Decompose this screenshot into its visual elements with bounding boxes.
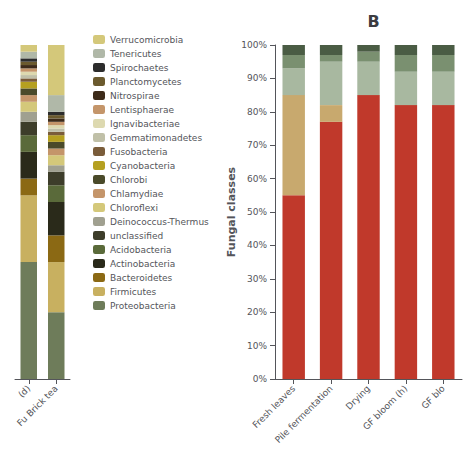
- svg-text:Chlamydiae: Chlamydiae: [110, 189, 164, 199]
- svg-text:Chloroflexi: Chloroflexi: [110, 203, 158, 213]
- svg-text:GF blo: GF blo: [419, 383, 446, 410]
- svg-text:Fresh leaves: Fresh leaves: [250, 383, 298, 430]
- svg-text:10%: 10%: [247, 341, 267, 351]
- svg-text:Ignavibacteriae: Ignavibacteriae: [110, 119, 180, 129]
- svg-text:100%: 100%: [241, 40, 267, 50]
- svg-text:Chlorobi: Chlorobi: [110, 175, 147, 185]
- svg-text:90%: 90%: [247, 73, 267, 83]
- svg-text:Bacteroidetes: Bacteroidetes: [110, 273, 173, 283]
- svg-text:Pile fermentation: Pile fermentation: [273, 383, 335, 445]
- svg-text:unclassified: unclassified: [110, 231, 163, 241]
- svg-text:Gemmatimonadetes: Gemmatimonadetes: [110, 133, 202, 143]
- svg-text:Verrucomicrobia: Verrucomicrobia: [110, 35, 183, 45]
- svg-text:Acidobacteria: Acidobacteria: [110, 245, 172, 255]
- svg-text:Actinobacteria: Actinobacteria: [110, 259, 175, 269]
- svg-text:(d): (d): [16, 383, 32, 399]
- svg-text:80%: 80%: [247, 107, 267, 117]
- svg-text:60%: 60%: [247, 174, 267, 184]
- svg-text:20%: 20%: [247, 307, 267, 317]
- svg-text:Nitrospirae: Nitrospirae: [110, 91, 160, 101]
- svg-text:70%: 70%: [247, 140, 267, 150]
- svg-text:Deinococcus-Thermus: Deinococcus-Thermus: [110, 217, 209, 227]
- svg-text:Lentisphaerae: Lentisphaerae: [110, 105, 175, 115]
- svg-text:Fusobacteria: Fusobacteria: [110, 147, 168, 157]
- svg-text:Proteobacteria: Proteobacteria: [110, 301, 176, 311]
- svg-text:B: B: [367, 12, 379, 31]
- svg-text:Spirochaetes: Spirochaetes: [110, 63, 169, 73]
- svg-text:Firmicutes: Firmicutes: [110, 287, 157, 297]
- svg-text:Tenericutes: Tenericutes: [109, 49, 162, 59]
- svg-text:Drying: Drying: [344, 383, 372, 411]
- svg-text:Cyanobacteria: Cyanobacteria: [110, 161, 175, 171]
- svg-text:30%: 30%: [247, 274, 267, 284]
- svg-text:Fungal classes: Fungal classes: [225, 166, 238, 257]
- svg-text:40%: 40%: [247, 240, 267, 250]
- svg-text:Planctomycetes: Planctomycetes: [110, 77, 182, 87]
- svg-text:GF bloom (h): GF bloom (h): [361, 383, 409, 431]
- svg-text:Fu Brick tea: Fu Brick tea: [15, 383, 60, 428]
- svg-text:50%: 50%: [247, 207, 267, 217]
- svg-text:0%: 0%: [253, 374, 268, 384]
